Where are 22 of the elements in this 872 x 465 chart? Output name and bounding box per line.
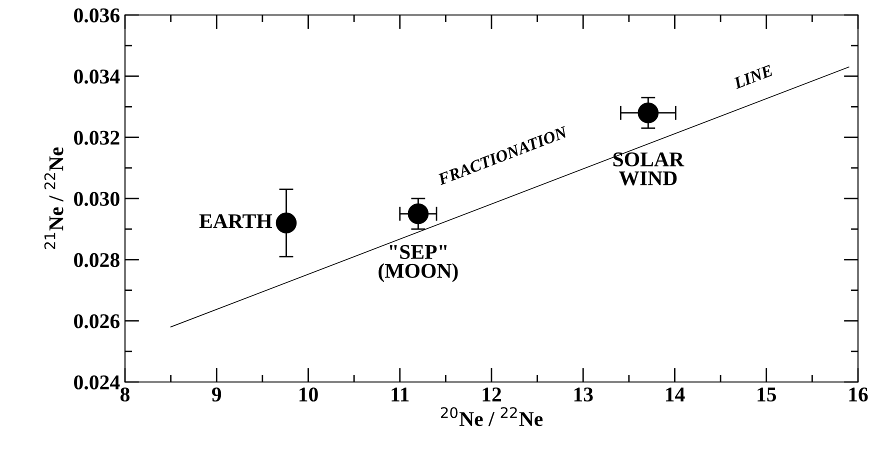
x-tick-label: 13	[574, 388, 593, 402]
y-tick-label: 0.036	[74, 8, 120, 23]
x-axis-title: $^{20}$Ne / $^{22}$Ne	[440, 407, 543, 426]
x-tick-label: 14	[666, 388, 685, 402]
x-tick-label: 10	[300, 387, 318, 402]
annotation: "SEP" (MOON)	[378, 245, 458, 282]
x-tick-label: 15	[758, 388, 776, 402]
x-tick-label: 9	[212, 388, 222, 402]
y-axis-title: $^{21}$Ne / $^{22}$Ne	[44, 147, 64, 250]
annotation: SOLAR WIND	[613, 152, 684, 186]
y-tick-label: 0.028	[74, 253, 120, 268]
y-tick-label: 0.030	[74, 192, 120, 206]
y-tick-label: 0.032	[74, 130, 120, 145]
y-tick-label: 0.026	[74, 314, 120, 328]
x-tick-label: 11	[392, 388, 409, 402]
y-tick-label: 0.034	[74, 70, 120, 84]
y-tick-label: 0.024	[74, 375, 120, 390]
annotation: LINE	[732, 64, 774, 90]
x-tick-label: 16	[849, 388, 868, 402]
x-tick-label: 8	[120, 387, 130, 402]
annotation: EARTH	[199, 214, 272, 228]
x-tick-label: 12	[482, 388, 502, 402]
